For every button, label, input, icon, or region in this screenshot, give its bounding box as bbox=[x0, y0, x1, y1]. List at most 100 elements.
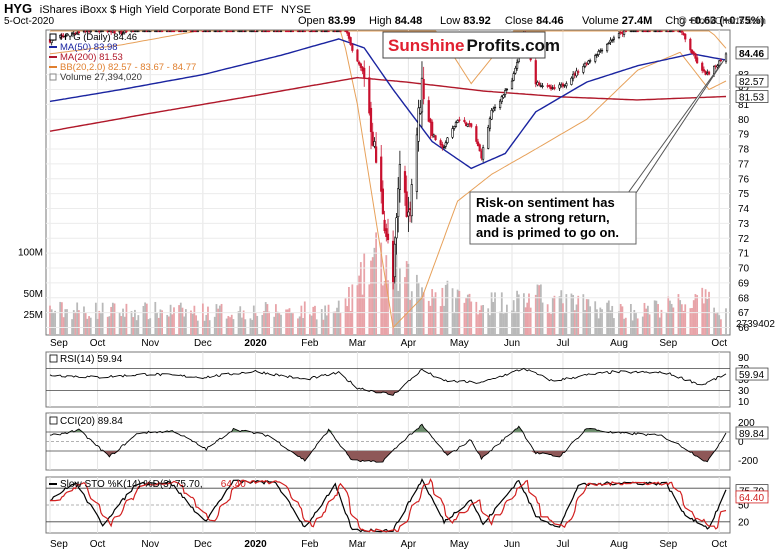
candle-body bbox=[597, 51, 600, 55]
candle-body bbox=[89, 30, 92, 33]
candle-body bbox=[539, 85, 542, 87]
volume-bar bbox=[290, 312, 293, 335]
candle-body bbox=[349, 37, 352, 45]
price-label-box bbox=[735, 90, 769, 103]
volume-bar bbox=[565, 294, 568, 335]
volume-bar bbox=[441, 287, 444, 335]
candle-body bbox=[680, 30, 683, 33]
cci-label: CCI(20) 89.84 bbox=[60, 416, 123, 427]
candle-body bbox=[324, 30, 327, 33]
volume-bar bbox=[237, 311, 240, 335]
volume-bar bbox=[54, 310, 56, 335]
volume-bar bbox=[375, 232, 378, 335]
candle-body bbox=[155, 30, 159, 33]
volume-bar bbox=[285, 309, 287, 335]
volume-bar bbox=[314, 305, 316, 335]
volume-bar bbox=[655, 300, 658, 335]
candle-body bbox=[458, 119, 461, 121]
candle-body bbox=[101, 30, 104, 33]
volume-bar bbox=[254, 312, 257, 335]
candle-body bbox=[290, 30, 293, 33]
volume-bar bbox=[336, 307, 338, 335]
legend-item: BB(20,2.0) 82.57 - 83.67 - 84.77 bbox=[60, 62, 196, 73]
volume-bar bbox=[657, 304, 659, 335]
moving-averages bbox=[49, 38, 727, 170]
volume-bar bbox=[538, 285, 541, 335]
volume-bar bbox=[111, 302, 114, 335]
volume-bar bbox=[96, 318, 99, 335]
candle-body bbox=[488, 118, 492, 129]
x-axis-label-oct: Oct bbox=[711, 539, 727, 550]
volume-bar bbox=[179, 302, 182, 335]
price-tick-label: 78 bbox=[738, 145, 750, 156]
volume-bar bbox=[596, 309, 598, 335]
volume-bar bbox=[50, 309, 53, 335]
candle-body bbox=[385, 228, 388, 237]
candle-body bbox=[300, 30, 303, 33]
indicator-tick-label: -200 bbox=[738, 456, 758, 467]
candle-body bbox=[660, 30, 663, 33]
volume-bar bbox=[558, 296, 561, 335]
candle-body bbox=[284, 30, 288, 33]
candle-body bbox=[493, 106, 497, 109]
volume-bar bbox=[541, 302, 544, 335]
volume-bar bbox=[66, 309, 68, 335]
volume-bar bbox=[218, 305, 221, 335]
legend-item: Volume 27,394,020 bbox=[60, 72, 142, 83]
candle-body bbox=[308, 30, 311, 33]
volume-bar bbox=[623, 318, 625, 335]
indicator-tick-label: 10 bbox=[738, 397, 750, 408]
volume-bar bbox=[383, 280, 386, 335]
volume-bar bbox=[308, 314, 311, 335]
candle-body bbox=[268, 30, 271, 33]
candle-body bbox=[431, 121, 434, 136]
candle-body bbox=[369, 107, 373, 133]
candle-body bbox=[570, 77, 573, 85]
x-axis-label-aug: Aug bbox=[610, 338, 628, 349]
candle-body bbox=[629, 30, 632, 33]
legend-item: HYG (Daily) 84.46 bbox=[60, 32, 137, 43]
x-axis-label-jun: Jun bbox=[504, 338, 520, 349]
volume-bar bbox=[522, 293, 525, 335]
candle-body bbox=[194, 30, 198, 33]
volume-bar bbox=[178, 305, 180, 335]
candle-body bbox=[536, 82, 539, 86]
candle-body bbox=[315, 30, 318, 33]
volume-bar bbox=[387, 280, 389, 335]
x-axis-label-jul: Jul bbox=[557, 338, 570, 349]
candle-body bbox=[714, 65, 717, 68]
price-label-box bbox=[735, 46, 769, 60]
candle-body bbox=[442, 146, 446, 149]
x-axis-label-may: May bbox=[450, 539, 469, 550]
x-axis-label-2020: 2020 bbox=[244, 338, 267, 349]
candle-body bbox=[482, 147, 485, 160]
volume-bar bbox=[134, 309, 136, 335]
candle-body bbox=[655, 30, 658, 33]
volume-bar bbox=[183, 316, 186, 335]
x-axis-label-aug: Aug bbox=[610, 539, 628, 550]
volume-bar bbox=[130, 311, 133, 335]
indicator-fill-oversold bbox=[50, 451, 726, 463]
volume-bar bbox=[477, 314, 479, 335]
price-tick-label: 69 bbox=[738, 278, 750, 289]
cci-last-box bbox=[735, 426, 769, 440]
candle-body bbox=[558, 84, 561, 89]
volume-bar bbox=[577, 295, 580, 335]
volume-bar bbox=[470, 301, 473, 335]
candle-body bbox=[225, 30, 228, 33]
ohlc-value: 83.92 bbox=[463, 15, 491, 27]
svg-text:HYG iShares iBoxx $ High: HYG iShares iBoxx $ High Yield Corporate… bbox=[4, 1, 311, 16]
candle-body bbox=[242, 30, 245, 33]
candle-body bbox=[667, 30, 670, 33]
volume-bar bbox=[653, 300, 656, 335]
volume-bar bbox=[482, 305, 485, 335]
x-axis-label-mar: Mar bbox=[349, 539, 367, 550]
candle-body bbox=[549, 86, 553, 90]
candle-body bbox=[346, 30, 349, 34]
candle-body bbox=[147, 30, 150, 33]
volume-bar bbox=[703, 303, 705, 335]
candle-body bbox=[398, 164, 401, 190]
candle-body bbox=[492, 108, 495, 112]
candle-body bbox=[470, 123, 473, 127]
volume-bar bbox=[536, 284, 539, 335]
